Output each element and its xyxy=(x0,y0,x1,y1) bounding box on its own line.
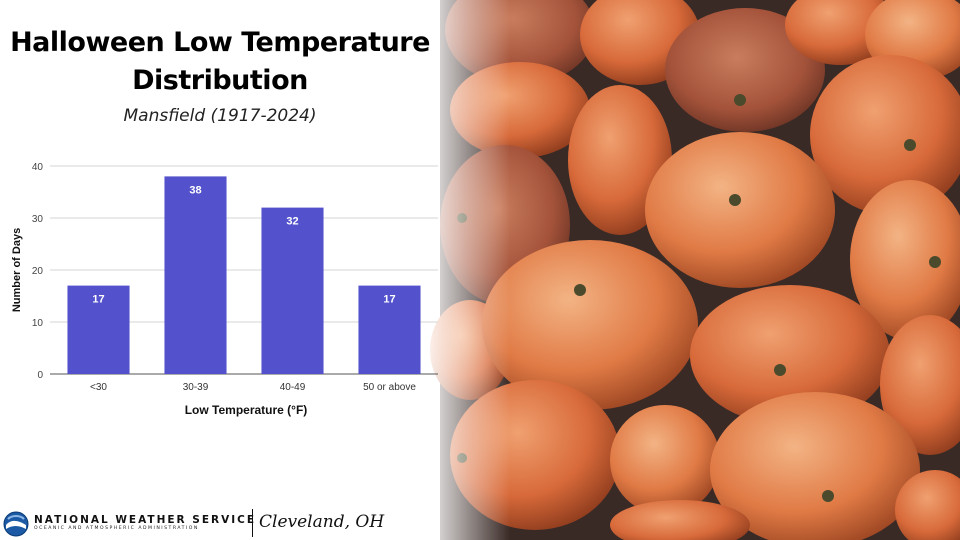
x-tick-label: 50 or above xyxy=(363,382,416,393)
y-tick-label: 0 xyxy=(37,370,43,381)
noaa-logo-icon xyxy=(3,511,29,537)
chart-title: Halloween Low Temperature Distribution xyxy=(10,27,430,96)
y-axis-label: Number of Days xyxy=(11,228,23,312)
data-label: 17 xyxy=(383,294,395,306)
chart-subtitle: Mansfield (1917-2024) xyxy=(123,106,317,126)
x-tick-label: 40-49 xyxy=(280,382,306,393)
office-name: Cleveland, OH xyxy=(259,512,385,532)
bar-chart: 0 10 20 30 40 17 <30 38 30-39 32 40-49 17 50 or abov… xyxy=(11,162,438,417)
bar xyxy=(164,176,227,374)
y-tick-label: 20 xyxy=(32,266,44,277)
agency-name: NATIONAL WEATHER SERVICE xyxy=(34,514,257,526)
y-tick-label: 10 xyxy=(32,318,44,329)
data-label: 32 xyxy=(286,216,298,228)
y-tick-label: 30 xyxy=(32,214,44,225)
footer-divider xyxy=(252,509,253,537)
footer: NATIONAL WEATHER SERVICE OCEANIC AND ATM… xyxy=(0,505,384,540)
x-tick-label: 30-39 xyxy=(183,382,209,393)
data-label: 17 xyxy=(92,294,104,306)
x-axis-label: Low Temperature (°F) xyxy=(185,403,308,417)
agency-subtitle: OCEANIC AND ATMOSPHERIC ADMINISTRATION xyxy=(34,526,199,531)
y-tick-label: 40 xyxy=(32,162,44,173)
bar xyxy=(261,207,324,374)
bar xyxy=(67,285,130,374)
bar xyxy=(358,285,421,374)
data-label: 38 xyxy=(189,184,201,196)
x-tick-label: <30 xyxy=(90,382,107,393)
